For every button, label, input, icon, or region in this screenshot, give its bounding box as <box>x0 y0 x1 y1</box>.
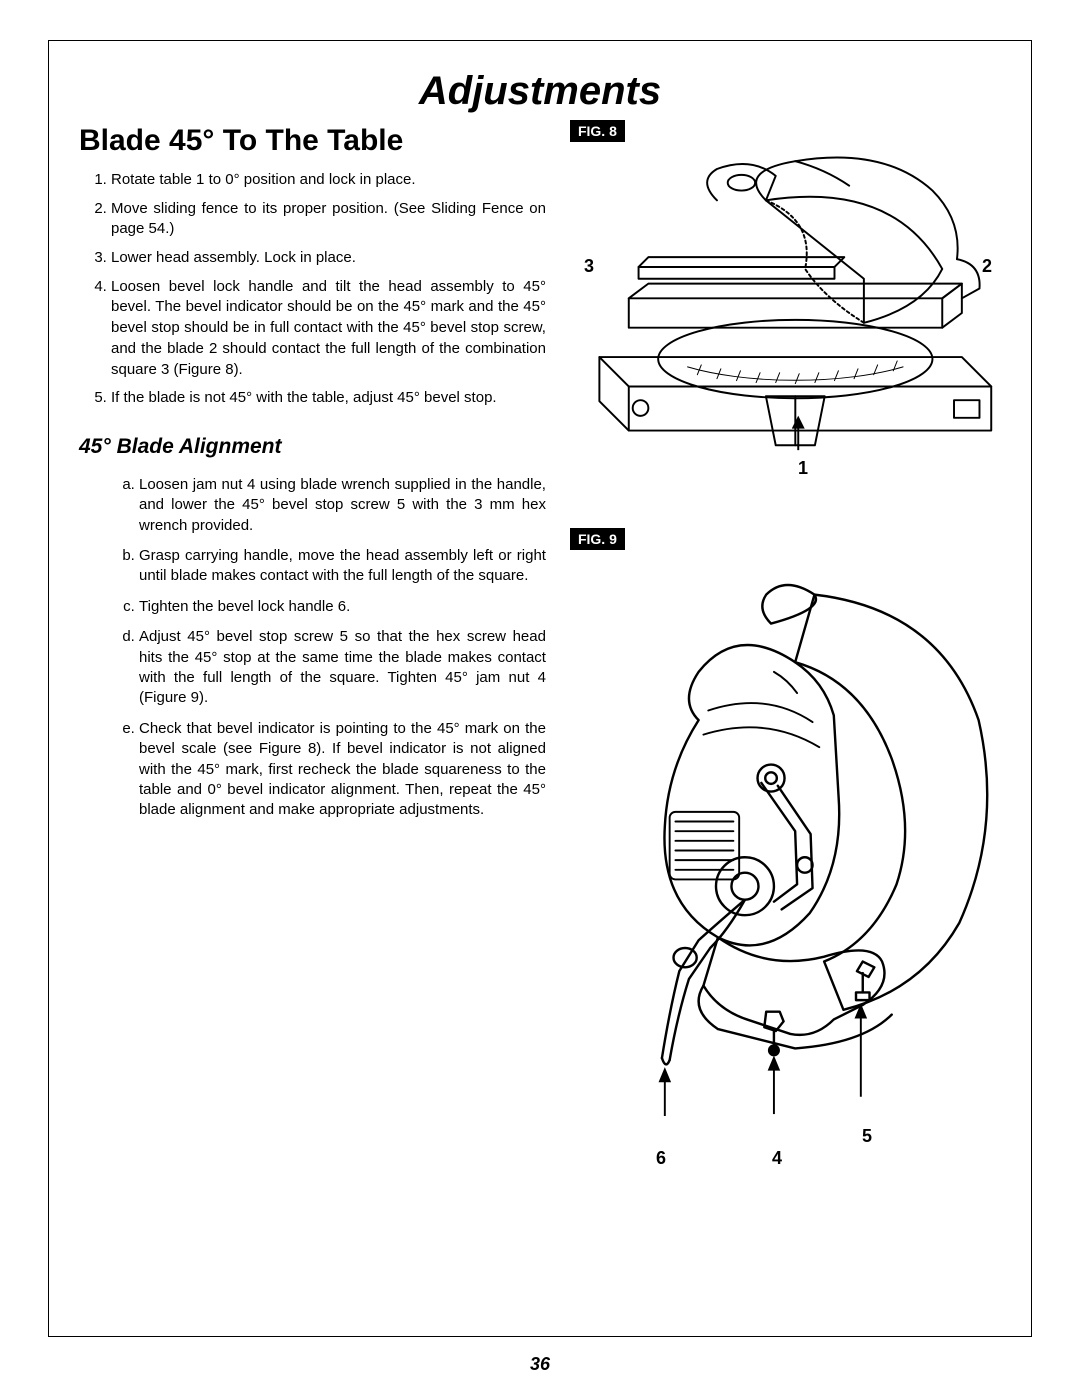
fig8-callout-1: 1 <box>798 458 808 479</box>
right-column: FIG. 8 <box>570 120 1001 1176</box>
substep-b: Grasp carrying handle, move the head ass… <box>139 546 546 587</box>
substep-e: Check that bevel indicator is pointing t… <box>139 719 546 821</box>
figure-9: 6 4 5 <box>570 556 1001 1176</box>
page-number: 36 <box>0 1354 1080 1375</box>
fig8-illustration <box>570 148 1001 478</box>
subheading: 45° Blade Alignment <box>79 435 546 459</box>
content-columns: Blade 45° To The Table Rotate table 1 to… <box>79 120 1001 1176</box>
substep-c: Tighten the bevel lock handle 6. <box>139 597 546 617</box>
substep-d: Adjust 45° bevel stop screw 5 so that th… <box>139 627 546 709</box>
left-column: Blade 45° To The Table Rotate table 1 to… <box>79 120 546 1176</box>
numbered-steps: Rotate table 1 to 0° position and lock i… <box>79 170 546 409</box>
step-5: If the blade is not 45° with the table, … <box>111 388 546 409</box>
step-2: Move sliding fence to its proper positio… <box>111 199 546 240</box>
fig8-callout-2: 2 <box>982 256 992 277</box>
lettered-steps: Loosen jam nut 4 using blade wrench supp… <box>79 475 546 821</box>
figure-8: 3 2 1 <box>570 148 1001 498</box>
page-title: Adjustments <box>79 69 1001 114</box>
step-3: Lower head assembly. Lock in place. <box>111 248 546 269</box>
section-title: Blade 45° To The Table <box>79 124 546 158</box>
fig9-callout-6: 6 <box>656 1148 666 1169</box>
fig9-label: FIG. 9 <box>570 528 625 550</box>
fig9-callout-5: 5 <box>862 1126 872 1147</box>
fig8-callout-3: 3 <box>584 256 594 277</box>
fig9-callout-4: 4 <box>772 1148 782 1169</box>
step-1: Rotate table 1 to 0° position and lock i… <box>111 170 546 191</box>
fig8-label: FIG. 8 <box>570 120 625 142</box>
substep-a: Loosen jam nut 4 using blade wrench supp… <box>139 475 546 536</box>
step-4: Loosen bevel lock handle and tilt the he… <box>111 277 546 380</box>
page-frame: Adjustments Blade 45° To The Table Rotat… <box>48 40 1032 1337</box>
fig9-illustration <box>570 556 1001 1116</box>
